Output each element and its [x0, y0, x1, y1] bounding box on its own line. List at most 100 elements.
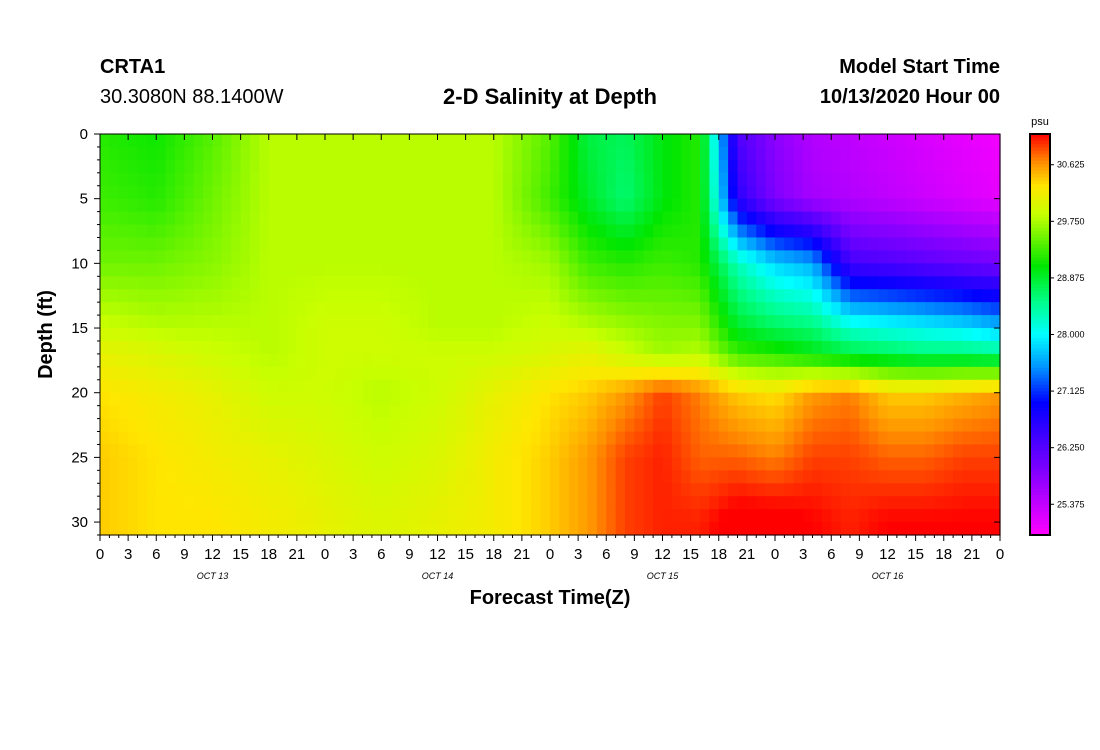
- heatmap-cell: [550, 211, 560, 226]
- heatmap-cell: [184, 431, 195, 446]
- heatmap-cell: [737, 198, 748, 213]
- heatmap-cell: [700, 444, 710, 458]
- heatmap-cell: [690, 172, 701, 187]
- heatmap-cell: [868, 224, 879, 239]
- heatmap-cell: [259, 340, 270, 355]
- heatmap-cell: [334, 185, 345, 200]
- heatmap-cell: [671, 353, 682, 368]
- heatmap-cell: [175, 315, 185, 329]
- heatmap-cell: [868, 444, 879, 458]
- colorbar-segment: [1030, 271, 1050, 275]
- heatmap-cell: [840, 405, 851, 420]
- heatmap-cell: [812, 496, 823, 510]
- heatmap-cell: [165, 457, 176, 471]
- colorbar-segment: [1030, 391, 1050, 396]
- heatmap-cell: [953, 315, 964, 329]
- heatmap-cell: [259, 185, 270, 200]
- heatmap-cell: [653, 392, 664, 407]
- heatmap-cell: [709, 509, 720, 523]
- heatmap-cell: [925, 405, 935, 420]
- heatmap-cell: [915, 276, 926, 290]
- heatmap-cell: [325, 185, 335, 200]
- heatmap-cell: [493, 457, 504, 471]
- heatmap-cell: [690, 418, 701, 433]
- heatmap-cell: [765, 457, 776, 471]
- heatmap-cell: [662, 431, 673, 446]
- heatmap-cell: [718, 289, 729, 303]
- heatmap-cell: [568, 250, 579, 264]
- heatmap-cell: [465, 185, 476, 200]
- heatmap-cell: [906, 470, 917, 484]
- heatmap-cell: [793, 392, 804, 407]
- heatmap-cell: [559, 418, 570, 433]
- colorbar-segment: [1030, 281, 1050, 285]
- heatmap-cell: [296, 379, 307, 394]
- heatmap-cell: [100, 146, 110, 161]
- heatmap-cell: [268, 172, 279, 187]
- heatmap-cell: [821, 353, 832, 368]
- heatmap-cell: [775, 418, 785, 433]
- heatmap-cell: [596, 431, 607, 446]
- heatmap-cell: [793, 431, 804, 446]
- heatmap-cell: [268, 379, 279, 394]
- heatmap-cell: [503, 289, 514, 303]
- heatmap-cell: [250, 444, 260, 458]
- heatmap-cell: [700, 159, 710, 174]
- heatmap-cell: [934, 185, 945, 200]
- heatmap-cell: [784, 457, 795, 471]
- heatmap-cell: [831, 379, 842, 394]
- heatmap-cell: [503, 340, 514, 355]
- colorbar-segment: [1030, 478, 1050, 483]
- heatmap-cell: [259, 366, 270, 381]
- heatmap-cell: [231, 418, 242, 433]
- heatmap-cell: [634, 315, 645, 329]
- heatmap-cell: [625, 496, 635, 510]
- x-tick-label: 18: [935, 546, 952, 563]
- heatmap-cell: [268, 302, 279, 316]
- heatmap-cell: [709, 289, 720, 303]
- heatmap-cell: [400, 509, 410, 523]
- heatmap-cell: [371, 211, 382, 226]
- heatmap-cell: [353, 146, 364, 161]
- heatmap-cell: [765, 418, 776, 433]
- heatmap-cell: [343, 405, 354, 420]
- heatmap-cell: [390, 315, 401, 329]
- heatmap-cell: [690, 159, 701, 174]
- heatmap-cell: [156, 379, 167, 394]
- heatmap-cell: [240, 328, 251, 342]
- heatmap-cell: [868, 405, 879, 420]
- heatmap-cell: [653, 237, 664, 252]
- heatmap-cell: [381, 457, 392, 471]
- heatmap-cell: [400, 340, 410, 355]
- heatmap-cell: [896, 224, 907, 239]
- heatmap-cell: [671, 250, 682, 264]
- heatmap-cell: [962, 198, 973, 213]
- heatmap-cell: [128, 237, 139, 252]
- heatmap-cell: [615, 353, 626, 368]
- heatmap-cell: [503, 392, 514, 407]
- heatmap-cell: [878, 366, 889, 381]
- heatmap-cell: [596, 522, 607, 536]
- x-tick-label: 18: [485, 546, 502, 563]
- x-tick-label: 0: [996, 546, 1004, 563]
- heatmap-cell: [550, 302, 560, 316]
- heatmap-cell: [962, 496, 973, 510]
- heatmap-cell: [671, 172, 682, 187]
- heatmap-cell: [484, 328, 495, 342]
- heatmap-cell: [971, 172, 982, 187]
- heatmap-cell: [700, 134, 710, 148]
- heatmap-cell: [315, 172, 326, 187]
- colorbar-segment: [1030, 438, 1050, 443]
- heatmap-cell: [362, 483, 373, 497]
- heatmap-cell: [859, 366, 870, 381]
- heatmap-cell: [634, 185, 645, 200]
- heatmap-cell: [371, 146, 382, 161]
- heatmap-cell: [615, 366, 626, 381]
- heatmap-cell: [690, 289, 701, 303]
- heatmap-cell: [184, 392, 195, 407]
- heatmap-cell: [400, 250, 410, 264]
- heatmap-cell: [362, 392, 373, 407]
- heatmap-cell: [718, 237, 729, 252]
- heatmap-cell: [793, 276, 804, 290]
- heatmap-cell: [634, 224, 645, 239]
